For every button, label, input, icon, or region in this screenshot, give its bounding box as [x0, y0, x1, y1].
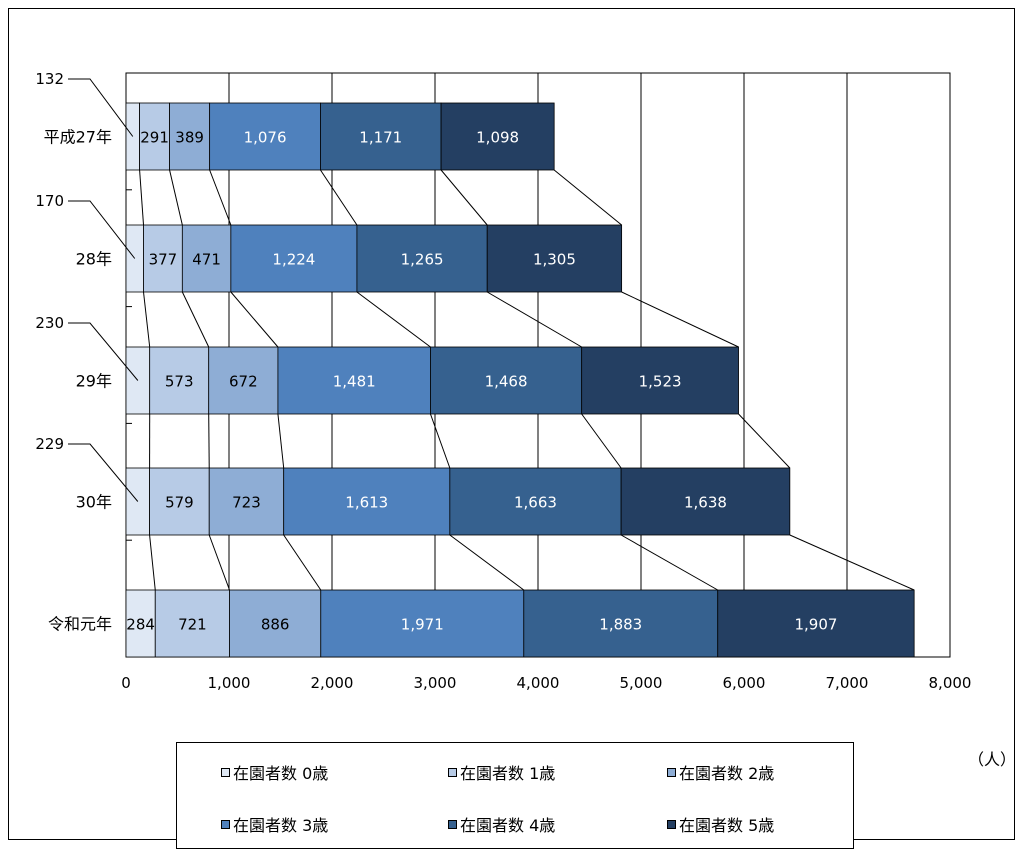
series-connector-line: [357, 292, 431, 347]
x-tick-label: 3,000: [414, 674, 457, 692]
legend-label: 在園者数 4歳: [460, 812, 555, 836]
series-connector-line: [582, 414, 621, 468]
category-label: 28年: [76, 250, 112, 269]
value-label: 573: [165, 373, 194, 391]
x-tick-label: 7,000: [826, 674, 869, 692]
category-label: 平成27年: [44, 128, 112, 147]
legend: 在園者数 0歳 在園者数 1歳 在園者数 2歳 在園者数 3歳 在園者数 4歳 …: [176, 742, 854, 849]
value-label: 230: [35, 314, 64, 332]
series-connector-line: [622, 292, 739, 347]
value-label: 1,076: [244, 129, 287, 147]
unit-label: （人）: [968, 746, 1016, 770]
series-connector-line: [182, 292, 208, 347]
series-connector-line: [170, 170, 183, 225]
value-label: 291: [140, 129, 169, 147]
series-connector-line: [554, 170, 621, 225]
value-label: 471: [192, 251, 221, 269]
series-connector-line: [284, 535, 321, 590]
value-label: 1,481: [333, 373, 376, 391]
value-label: 377: [149, 251, 178, 269]
series-connector-line: [209, 535, 229, 590]
value-label: 1,663: [514, 494, 557, 512]
value-label: 1,305: [533, 251, 576, 269]
legend-swatch: [221, 768, 230, 777]
category-label: 令和元年: [48, 615, 112, 634]
value-label: 389: [175, 129, 204, 147]
value-label: 132: [35, 70, 64, 88]
series-connector-line: [487, 292, 581, 347]
value-label: 1,638: [684, 494, 727, 512]
legend-label: 在園者数 0歳: [233, 760, 328, 784]
series-connector-line: [231, 292, 278, 347]
value-label: 1,468: [485, 373, 528, 391]
legend-label: 在園者数 1歳: [460, 760, 555, 784]
series-connector-line: [790, 535, 914, 590]
value-label: 1,224: [272, 251, 315, 269]
value-label: 1,265: [401, 251, 444, 269]
x-tick-label: 0: [121, 674, 131, 692]
value-label: 229: [35, 435, 64, 453]
category-label: 29年: [76, 372, 112, 391]
legend-item: 在園者数 1歳: [448, 760, 555, 784]
legend-item: 在園者数 4歳: [448, 812, 555, 836]
legend-item: 在園者数 5歳: [667, 812, 774, 836]
value-label: 721: [178, 616, 207, 634]
value-label: 1,613: [345, 494, 388, 512]
value-label: 1,883: [599, 616, 642, 634]
series-connector-line: [150, 535, 156, 590]
value-label: 723: [232, 494, 261, 512]
value-label: 1,971: [401, 616, 444, 634]
value-label: 1,171: [359, 129, 402, 147]
legend-item: 在園者数 3歳: [221, 812, 328, 836]
series-connector-line: [450, 535, 524, 590]
legend-item: 在園者数 0歳: [221, 760, 328, 784]
x-tick-label: 4,000: [517, 674, 560, 692]
series-connector-line: [278, 414, 284, 468]
legend-swatch: [667, 820, 676, 829]
series-connector-line: [140, 170, 144, 225]
value-label: 672: [229, 373, 258, 391]
legend-label: 在園者数 2歳: [679, 760, 774, 784]
x-tick-label: 8,000: [929, 674, 972, 692]
value-label: 1,098: [476, 129, 519, 147]
legend-swatch: [221, 820, 230, 829]
series-connector-line: [621, 535, 718, 590]
legend-label: 在園者数 3歳: [233, 812, 328, 836]
legend-swatch: [448, 768, 457, 777]
x-tick-label: 1,000: [208, 674, 251, 692]
series-connector-line: [320, 170, 356, 225]
series-connector-line: [430, 414, 449, 468]
legend-swatch: [667, 768, 676, 777]
series-connector-line: [209, 414, 210, 468]
x-tick-label: 2,000: [311, 674, 354, 692]
series-connector-line: [441, 170, 487, 225]
series-connector-line: [210, 170, 231, 225]
value-label: 1,523: [639, 373, 682, 391]
x-tick-label: 5,000: [620, 674, 663, 692]
x-tick-label: 6,000: [723, 674, 766, 692]
value-label: 170: [35, 192, 64, 210]
legend-label: 在園者数 5歳: [679, 812, 774, 836]
legend-swatch: [448, 820, 457, 829]
series-connector-line: [144, 292, 150, 347]
value-label: 1,907: [794, 616, 837, 634]
value-label: 284: [126, 616, 155, 634]
category-label: 30年: [76, 493, 112, 512]
series-connector-line: [739, 414, 790, 468]
value-label: 579: [165, 494, 194, 512]
legend-item: 在園者数 2歳: [667, 760, 774, 784]
value-label: 886: [261, 616, 290, 634]
